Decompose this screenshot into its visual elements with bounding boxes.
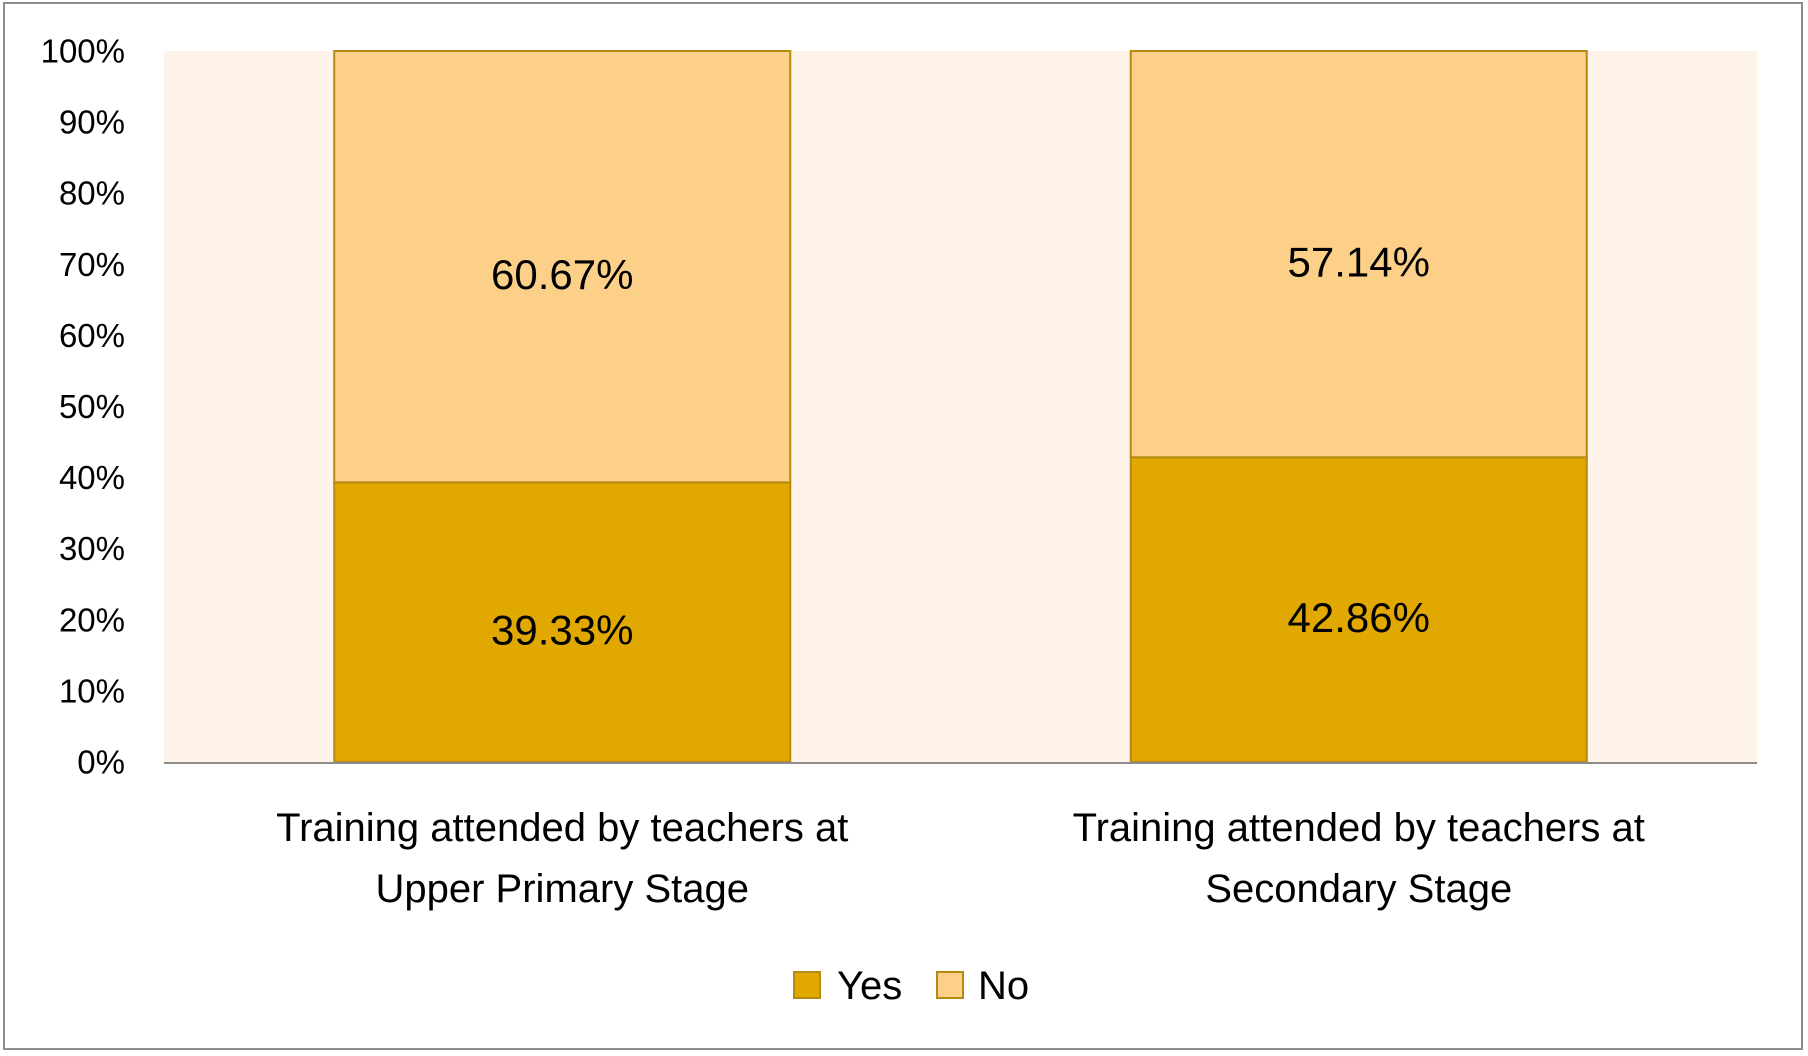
- data-label: 60.67%: [491, 251, 633, 298]
- stacked-bar-chart: 0% 10% 20% 30% 40% 50% 60% 70% 80% 90% 100% 39.33%…: [41, 33, 1757, 1008]
- legend-swatch-yes: [793, 971, 821, 999]
- legend-swatch-no: [936, 971, 964, 999]
- x-tick-label: Upper Primary Stage: [376, 867, 749, 911]
- bar-segment-no: [333, 50, 792, 484]
- x-tick-label: Secondary Stage: [1205, 867, 1512, 911]
- legend-label-no: No: [978, 964, 1029, 1008]
- y-tick-label: 50%: [59, 388, 125, 425]
- legend: Yes No: [793, 964, 1029, 1008]
- y-tick-label: 80%: [59, 175, 125, 212]
- bar-segment-no: [1129, 50, 1588, 459]
- data-labels: 39.33% 60.67% 42.86% 57.14%: [491, 239, 1430, 654]
- y-tick-label: 30%: [59, 530, 125, 567]
- y-axis-ticks: 0% 10% 20% 30% 40% 50% 60% 70% 80% 90% 100%: [41, 33, 125, 781]
- y-tick-label: 90%: [59, 104, 125, 141]
- y-tick-label: 70%: [59, 246, 125, 283]
- y-tick-label: 40%: [59, 459, 125, 496]
- bar-segment-yes: [333, 481, 792, 763]
- data-label: 57.14%: [1288, 239, 1430, 286]
- x-axis-labels: Training attended by teachers at Upper Pr…: [276, 806, 1645, 911]
- x-tick-label: Training attended by teachers at: [1073, 806, 1645, 850]
- legend-label-yes: Yes: [837, 964, 902, 1008]
- y-tick-label: 10%: [59, 672, 125, 709]
- data-label: 42.86%: [1288, 594, 1430, 641]
- y-tick-label: 60%: [59, 317, 125, 354]
- data-label: 39.33%: [491, 607, 633, 654]
- bars: [333, 50, 1588, 763]
- chart-frame: 0% 10% 20% 30% 40% 50% 60% 70% 80% 90% 100% 39.33%…: [3, 2, 1803, 1050]
- x-tick-label: Training attended by teachers at: [276, 806, 848, 850]
- y-tick-label: 100%: [41, 33, 125, 70]
- y-tick-label: 0%: [77, 744, 125, 781]
- y-tick-label: 20%: [59, 601, 125, 638]
- bar-segment-yes: [1129, 456, 1588, 763]
